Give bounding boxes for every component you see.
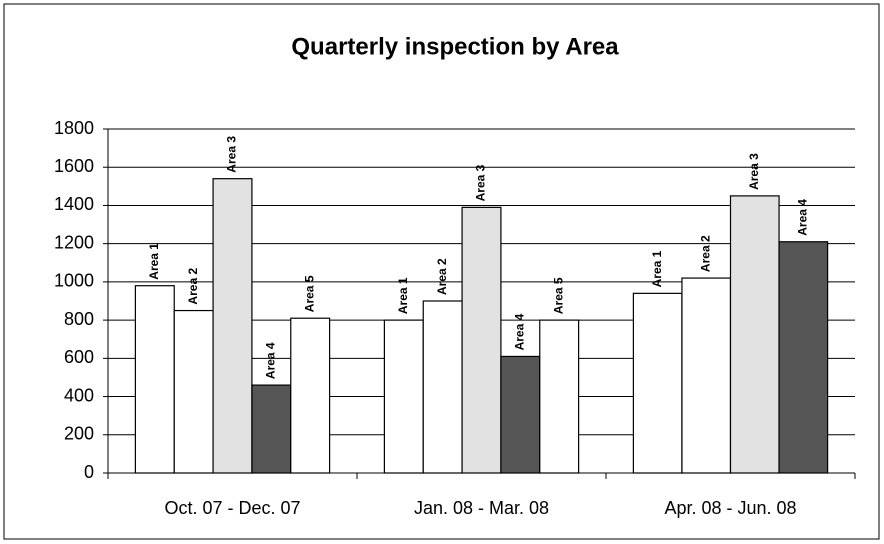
bar bbox=[134, 285, 175, 474]
bar bbox=[212, 178, 253, 474]
data-label: Area 1 bbox=[147, 243, 161, 280]
data-label: Area 3 bbox=[747, 153, 761, 190]
bar bbox=[173, 309, 214, 474]
data-label: Area 2 bbox=[186, 268, 200, 305]
bar bbox=[500, 355, 541, 474]
y-tick-label: 1400 bbox=[54, 194, 94, 214]
data-label: Area 4 bbox=[513, 313, 527, 350]
bar bbox=[461, 206, 502, 474]
bar bbox=[632, 292, 683, 474]
data-label: Area 5 bbox=[551, 277, 565, 314]
data-label: Area 5 bbox=[302, 275, 316, 312]
y-tick-label: 800 bbox=[64, 309, 94, 329]
chart-title: Quarterly inspection by Area bbox=[291, 33, 619, 60]
data-label: Area 1 bbox=[650, 250, 664, 287]
bar bbox=[422, 300, 463, 474]
bar bbox=[681, 277, 732, 474]
y-tick-label: 1800 bbox=[54, 118, 94, 138]
y-tick-label: 1600 bbox=[54, 156, 94, 176]
data-label: Area 3 bbox=[474, 164, 488, 201]
bar bbox=[383, 319, 424, 474]
x-tick-label: Oct. 07 - Dec. 07 bbox=[164, 498, 300, 518]
bar bbox=[290, 317, 331, 474]
x-tick-label: Jan. 08 - Mar. 08 bbox=[414, 498, 549, 518]
bar bbox=[778, 241, 829, 474]
y-tick-label: 1200 bbox=[54, 232, 94, 252]
data-label: Area 2 bbox=[435, 258, 449, 295]
data-label: Area 2 bbox=[698, 235, 712, 272]
y-tick-label: 0 bbox=[84, 462, 94, 482]
y-tick-label: 600 bbox=[64, 347, 94, 367]
y-tick-label: 1000 bbox=[54, 271, 94, 291]
y-tick-label: 200 bbox=[64, 424, 94, 444]
data-label: Area 3 bbox=[225, 136, 239, 173]
data-label: Area 4 bbox=[796, 199, 810, 236]
bar bbox=[729, 195, 780, 474]
bar bbox=[539, 319, 580, 474]
x-tick-label: Apr. 08 - Jun. 08 bbox=[664, 498, 796, 518]
data-label: Area 1 bbox=[396, 277, 410, 314]
bar bbox=[251, 384, 292, 474]
y-tick-label: 400 bbox=[64, 385, 94, 405]
data-label: Area 4 bbox=[264, 342, 278, 379]
